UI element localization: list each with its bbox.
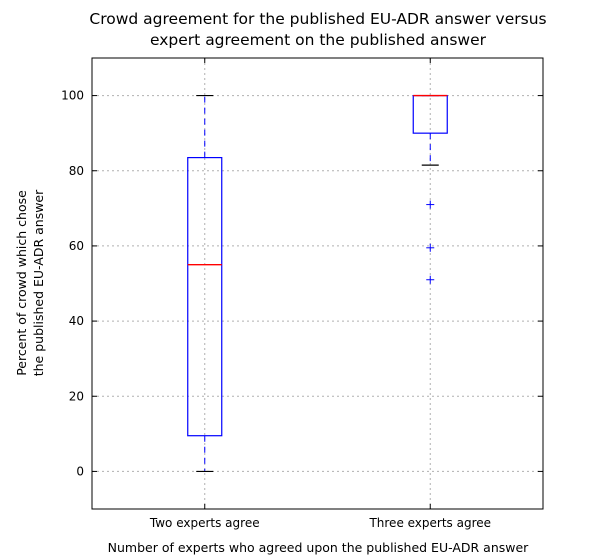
outlier-marker <box>426 275 435 284</box>
y-axis-label-line-1: Percent of crowd which chose <box>14 190 29 376</box>
y-tick-label: 0 <box>76 464 84 478</box>
outlier-marker <box>426 200 435 209</box>
y-tick-label: 40 <box>69 314 84 328</box>
chart-title-line-1: Crowd agreement for the published EU-ADR… <box>89 10 546 28</box>
chart-title-line-2: expert agreement on the published answer <box>150 31 487 49</box>
plot-frame <box>91 57 544 510</box>
x-tick-label: Two experts agree <box>149 516 260 530</box>
box-group <box>412 94 448 284</box>
y-tick-label: 60 <box>69 239 84 253</box>
box <box>187 156 223 437</box>
x-tick-label: Three experts agree <box>368 516 491 530</box>
axis-layer: 0 20 40 60 80 100 Two experts agree Three exper… <box>61 58 543 530</box>
data-layer <box>187 94 448 473</box>
plot-area <box>92 58 543 509</box>
outlier-marker <box>426 243 435 252</box>
box-group <box>187 94 223 473</box>
y-tick-label: 100 <box>61 89 84 103</box>
y-tick-label: 80 <box>69 164 84 178</box>
y-axis-label-line-2: the published EU-ADR answer <box>31 189 46 376</box>
y-tick-label: 20 <box>69 389 84 403</box>
x-axis-label: Number of experts who agreed upon the pu… <box>108 540 530 555</box>
